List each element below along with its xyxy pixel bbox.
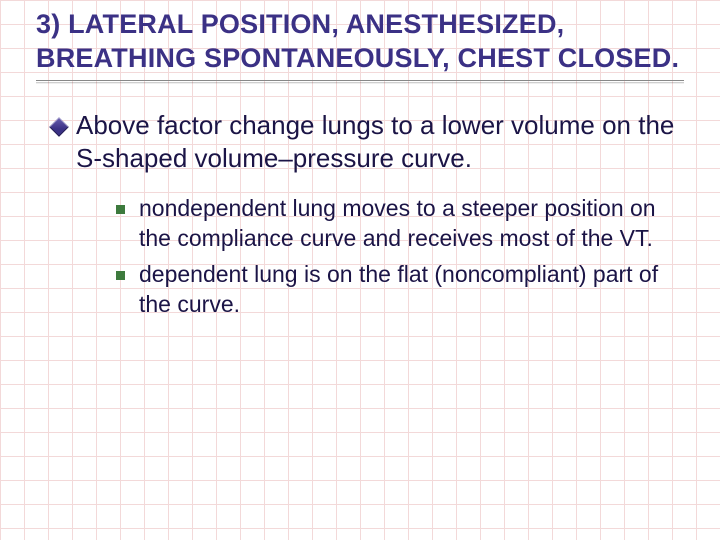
bullet-sub-text: nondependent lung moves to a steeper pos… (139, 194, 684, 254)
slide-body: Above factor change lungs to a lower vol… (36, 109, 684, 320)
slide-title: 3) LATERAL POSITION, ANESTHESIZED, BREAT… (36, 8, 684, 76)
title-block: 3) LATERAL POSITION, ANESTHESIZED, BREAT… (36, 8, 684, 81)
slide-container: 3) LATERAL POSITION, ANESTHESIZED, BREAT… (0, 0, 720, 320)
diamond-bullet-icon (49, 117, 69, 137)
bullet-sub: nondependent lung moves to a steeper pos… (116, 194, 684, 254)
bullet-sub-text: dependent lung is on the flat (noncompli… (139, 260, 684, 320)
square-bullet-icon (116, 271, 125, 280)
bullet-main: Above factor change lungs to a lower vol… (52, 109, 684, 177)
square-bullet-icon (116, 205, 125, 214)
bullet-main-text: Above factor change lungs to a lower vol… (76, 109, 684, 177)
bullet-sub: dependent lung is on the flat (noncompli… (116, 260, 684, 320)
sublist: nondependent lung moves to a steeper pos… (52, 194, 684, 320)
